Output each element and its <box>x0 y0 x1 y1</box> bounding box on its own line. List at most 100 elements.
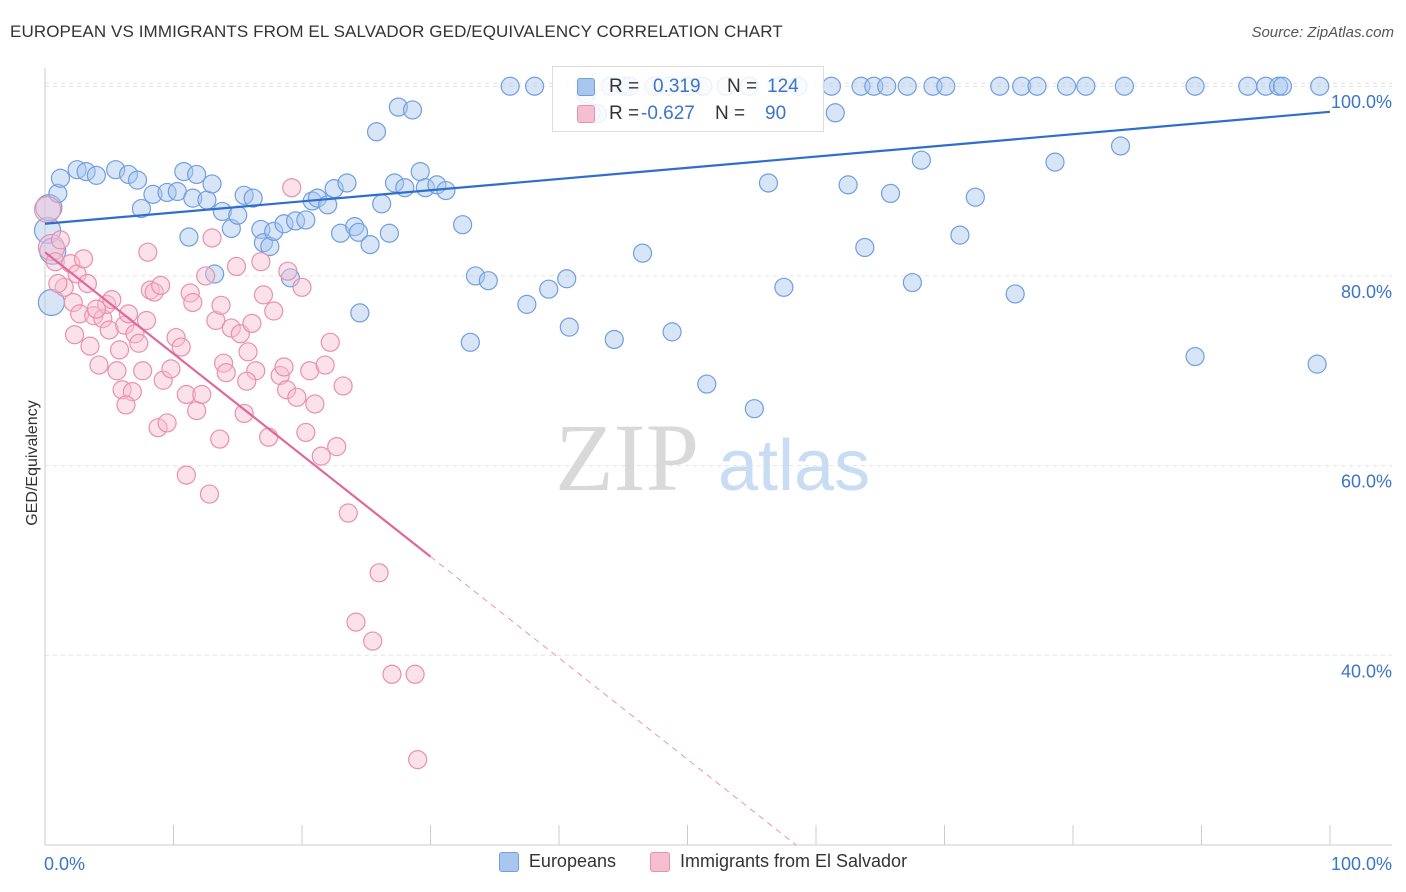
el-salvador-point <box>234 403 254 424</box>
europeans-point <box>1005 284 1025 304</box>
el-salvador-point <box>251 252 271 272</box>
el-salvador-point <box>242 313 262 333</box>
europeans-point <box>453 215 473 235</box>
europeans-point <box>360 235 380 255</box>
el-salvador-point <box>89 355 109 375</box>
el-salvador-point <box>187 401 207 421</box>
europeans-point <box>821 76 842 96</box>
europeans-point <box>179 227 199 247</box>
europeans-point <box>911 150 931 170</box>
europeans-point <box>197 190 217 210</box>
europeans-point <box>366 122 387 142</box>
el-salvador-point <box>157 413 177 433</box>
el-salvador-point <box>346 612 366 632</box>
el-salvador-point <box>311 446 331 466</box>
el-salvador-point <box>171 337 191 357</box>
europeans-point <box>877 76 897 96</box>
europeans-point <box>880 183 901 204</box>
el-salvador-point <box>199 484 220 504</box>
europeans-point <box>285 211 306 231</box>
el-salvador-point <box>102 290 122 310</box>
tick-labels: 40.0% 60.0% 80.0% 100.0% 0.0% 100.0% <box>44 92 1392 874</box>
europeans-point <box>1310 76 1330 96</box>
r-value: -0.627 <box>641 103 695 124</box>
el-salvador-point <box>148 418 168 438</box>
el-salvador-point <box>296 422 316 443</box>
europeans-point <box>127 170 148 190</box>
el-salvador-point <box>116 395 136 415</box>
el-salvador-point <box>305 394 325 414</box>
el-salvador-point <box>333 376 353 396</box>
europeans-point <box>337 173 357 193</box>
europeans-point <box>950 225 970 245</box>
el-salvador-point <box>338 503 358 523</box>
europeans-point <box>758 173 779 193</box>
europeans-point <box>157 182 177 203</box>
el-salvador-legend-swatch <box>650 851 670 872</box>
europeans-point <box>183 188 203 208</box>
europeans-point <box>697 374 717 394</box>
europeans-point <box>1110 136 1131 156</box>
watermark-zip: ZIP <box>555 404 699 511</box>
el-salvador-point <box>107 361 127 381</box>
el-salvador-point <box>320 332 340 352</box>
el-salvador-point <box>153 370 173 390</box>
y-tick-label: 100.0% <box>1331 92 1392 112</box>
el-salvador-swatch <box>577 105 595 123</box>
europeans-point <box>990 76 1010 96</box>
el-salvador-point <box>176 384 196 405</box>
europeans-point <box>902 272 922 293</box>
el-salvador-point <box>369 563 389 583</box>
europeans-point <box>774 277 794 297</box>
el-salvador-point <box>161 359 181 379</box>
el-salvador-point <box>183 292 203 313</box>
n-label: N = <box>715 103 746 124</box>
el-salvador-point <box>166 327 186 348</box>
europeans-point <box>460 332 480 352</box>
el-salvador-point <box>210 429 230 449</box>
europeans-point <box>500 76 520 96</box>
el-salvador-point <box>258 427 279 447</box>
el-salvador-point <box>64 325 85 345</box>
el-salvador-point <box>226 256 247 277</box>
el-salvador-point <box>125 324 145 344</box>
europeans-point <box>1272 76 1293 96</box>
el-salvador-point <box>93 309 113 329</box>
el-salvador-point <box>129 333 149 353</box>
el-salvador-point <box>315 355 335 375</box>
n-label: N = <box>727 76 758 97</box>
el-salvador-point <box>86 299 107 319</box>
europeans-point <box>604 329 624 350</box>
y-tick-label: 60.0% <box>1341 472 1392 492</box>
el-salvador-point <box>405 664 425 684</box>
el-salvador-point <box>216 363 236 383</box>
europeans-swatch <box>577 78 595 96</box>
el-salvador-point <box>73 249 94 269</box>
legend-item-europeans: Europeans <box>498 851 616 872</box>
europeans-point <box>86 165 107 185</box>
el-salvador-points <box>33 178 428 770</box>
y-tick-label: 40.0% <box>1341 661 1392 681</box>
europeans-point <box>388 97 408 117</box>
y-axis-label: GED/Equivalency <box>24 400 41 525</box>
x-tick-label: 100.0% <box>1331 854 1392 874</box>
el-salvador-point <box>136 310 157 331</box>
europeans-point <box>350 303 370 323</box>
el-salvador-point <box>48 273 68 294</box>
europeans-point <box>744 399 764 419</box>
el-salvador-point <box>287 387 307 407</box>
el-salvador-point <box>151 275 171 296</box>
europeans-legend-swatch <box>498 851 519 872</box>
legend-label-el-salvador: Immigrants from El Salvador <box>680 851 908 871</box>
europeans-point <box>632 243 653 263</box>
stats-row-europeans: R = 0.319 N = 124 <box>577 75 799 99</box>
europeans-point <box>436 180 456 201</box>
el-salvador-point <box>253 285 274 305</box>
source-label: Source: ZipAtlas.com <box>1251 24 1394 41</box>
el-salvador-point <box>274 357 294 377</box>
el-salvador-point <box>80 336 100 356</box>
el-salvador-point <box>292 277 312 297</box>
el-salvador-point <box>99 320 119 340</box>
europeans-point <box>410 161 430 182</box>
